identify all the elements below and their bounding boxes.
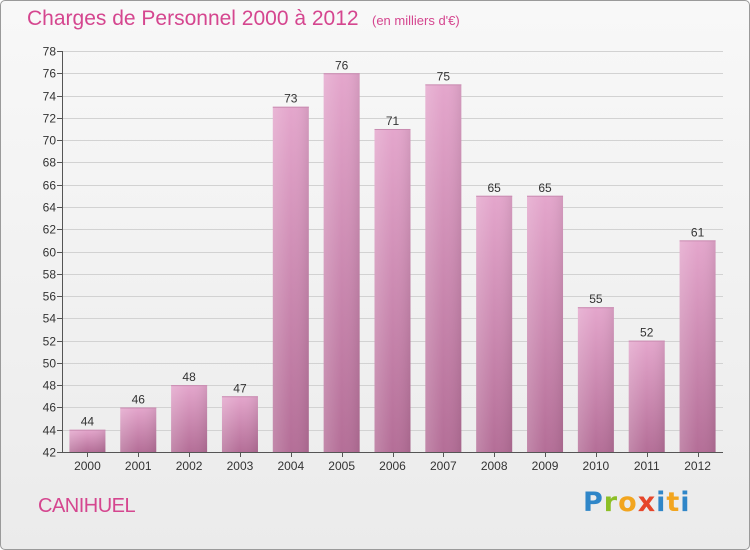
chart-subtitle: (en milliers d'€) [372,13,460,28]
data-label-2000: 44 [81,415,95,429]
bar-shade-2002 [171,385,208,452]
x-tick-label-2011: 2011 [634,459,660,473]
bar-shade-2011 [628,340,665,452]
data-label-2012: 61 [691,225,705,239]
bar-shade-2008 [476,195,513,453]
y-tick-label: 78 [43,45,57,59]
y-tick-label: 74 [43,90,57,104]
bar-shade-2012 [679,240,716,452]
data-label-2005: 76 [335,58,349,72]
y-tick-label: 56 [43,290,57,304]
y-tick-label: 54 [43,312,57,326]
data-label-2007: 75 [437,69,451,83]
bar-shade-2007 [425,84,462,453]
y-tick-label: 70 [43,134,57,148]
x-tick-label-2004: 2004 [277,459,304,473]
bars [69,73,716,453]
x-tick-labels: 2000 2001 2002 2003 2004 2005 2006 2007 2008 2009… [74,459,711,473]
x-tick-label-2012: 2012 [684,459,711,473]
chart-title: Charges de Personnel 2000 à 2012 [27,7,359,30]
x-tick-label-2002: 2002 [176,459,203,473]
bar-shade-2001 [120,407,157,452]
x-tick-label-2001: 2001 [125,459,152,473]
x-tick-label-2009: 2009 [532,459,559,473]
data-label-2001: 46 [132,392,146,406]
data-label-2002: 48 [182,370,196,384]
data-label-2011: 52 [640,326,654,340]
proxiti-logo: Proxiti [583,487,691,518]
x-tick-label-2005: 2005 [328,459,355,473]
y-tick-labels: 42 44 46 48 50 52 54 56 58 60 62 64 66 68 70 72 74 76 78 [43,45,57,460]
bar-shade-2000 [69,429,106,452]
x-tick-label-2010: 2010 [583,459,610,473]
y-tick-label: 48 [43,379,57,393]
y-tick-label: 64 [43,201,57,215]
data-label-2006: 71 [386,114,400,128]
y-tick-label: 46 [43,401,57,415]
bar-shade-2003 [221,396,258,452]
data-labels: 44 46 48 47 73 76 71 75 65 65 55 52 61 [81,58,705,428]
y-tick-label: 44 [43,424,57,438]
x-tick-label-2008: 2008 [481,459,508,473]
commune-name: CANIHUEL [38,495,136,517]
data-label-2004: 73 [284,92,298,106]
bar-shade-2004 [272,106,309,452]
bar-shade-2009 [527,195,564,453]
y-tick-label: 62 [43,223,57,237]
data-label-2010: 55 [589,292,603,306]
y-tick-label: 76 [43,67,57,81]
bar-shade-2006 [374,128,411,452]
data-label-2003: 47 [233,381,247,395]
bar-shade-2005 [323,73,360,453]
y-tick-label: 66 [43,179,57,193]
x-tick-label-2006: 2006 [379,459,406,473]
y-tick-label: 42 [43,446,57,460]
data-label-2009: 65 [538,181,552,195]
y-tick-label: 60 [43,246,57,260]
x-tick-label-2003: 2003 [227,459,254,473]
axes [57,51,723,457]
x-tick-label-2000: 2000 [74,459,101,473]
y-tick-label: 52 [43,335,57,349]
y-tick-label: 68 [43,156,57,170]
x-tick-label-2007: 2007 [430,459,457,473]
y-tick-label: 50 [43,357,57,371]
bar-shade-2010 [577,307,614,452]
data-label-2008: 65 [488,181,502,195]
y-tick-label: 58 [43,268,57,282]
y-tick-label: 72 [43,112,57,126]
